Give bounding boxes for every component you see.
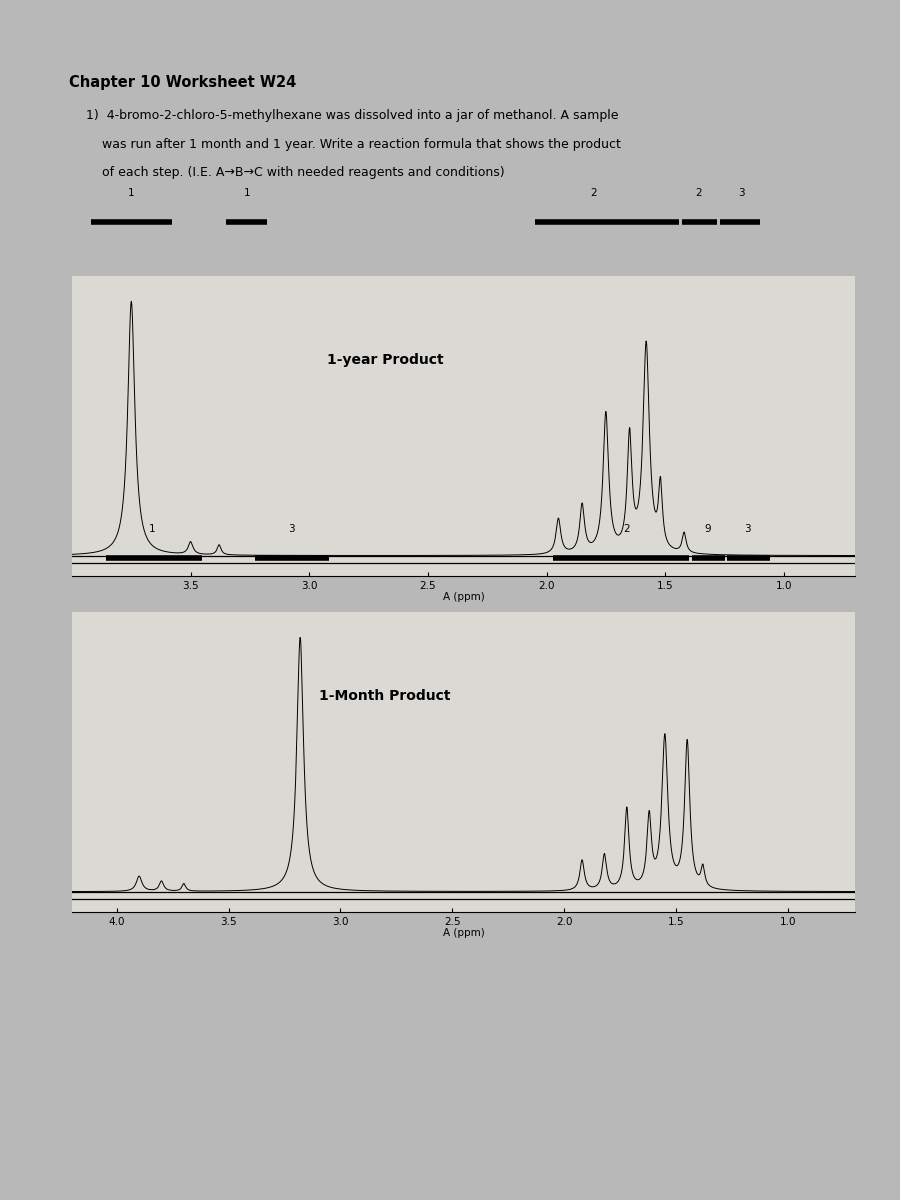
Text: 2: 2 <box>624 524 630 534</box>
Text: 1: 1 <box>149 524 156 534</box>
Text: 1-year Product: 1-year Product <box>327 353 444 367</box>
Text: 1: 1 <box>128 188 135 198</box>
X-axis label: A (ppm): A (ppm) <box>443 593 484 602</box>
Text: 2: 2 <box>695 188 702 198</box>
Text: Chapter 10 Worksheet W24: Chapter 10 Worksheet W24 <box>69 76 296 90</box>
Text: 3: 3 <box>738 188 744 198</box>
Text: 3: 3 <box>288 524 294 534</box>
Text: 1-Month Product: 1-Month Product <box>320 689 451 703</box>
Text: of each step. (I.E. A→B→C with needed reagents and conditions): of each step. (I.E. A→B→C with needed re… <box>86 166 504 179</box>
Text: 2: 2 <box>590 188 598 198</box>
Text: 9: 9 <box>704 524 711 534</box>
Text: was run after 1 month and 1 year. Write a reaction formula that shows the produc: was run after 1 month and 1 year. Write … <box>86 138 621 150</box>
X-axis label: A (ppm): A (ppm) <box>443 929 484 938</box>
Text: 1)  4-bromo-2-chloro-5-methylhexane was dissolved into a jar of methanol. A samp: 1) 4-bromo-2-chloro-5-methylhexane was d… <box>86 109 618 122</box>
Text: 3: 3 <box>744 524 751 534</box>
Text: 1: 1 <box>244 188 251 198</box>
